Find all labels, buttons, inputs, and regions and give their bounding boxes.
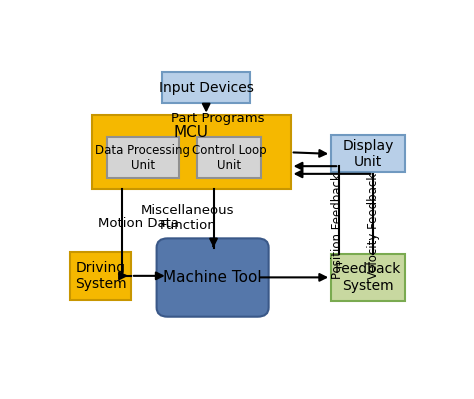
Text: Data Processing
Unit: Data Processing Unit bbox=[95, 144, 191, 172]
FancyBboxPatch shape bbox=[107, 137, 179, 178]
Text: Position Feedback: Position Feedback bbox=[331, 173, 344, 279]
FancyBboxPatch shape bbox=[162, 73, 250, 103]
FancyBboxPatch shape bbox=[331, 254, 405, 301]
Text: MCU: MCU bbox=[174, 124, 209, 140]
Text: Motion Data: Motion Data bbox=[98, 217, 179, 229]
Text: Part Programs: Part Programs bbox=[171, 112, 265, 125]
FancyBboxPatch shape bbox=[331, 135, 405, 172]
Text: Display
Unit: Display Unit bbox=[342, 139, 393, 169]
Text: Velocity Feedback: Velocity Feedback bbox=[367, 173, 380, 279]
Text: Miscellaneous
Function: Miscellaneous Function bbox=[141, 204, 235, 232]
FancyBboxPatch shape bbox=[156, 238, 269, 317]
Text: Machine Tool: Machine Tool bbox=[164, 270, 262, 285]
Text: Driving
System: Driving System bbox=[75, 261, 127, 291]
Text: Control Loop
Unit: Control Loop Unit bbox=[192, 144, 266, 172]
Text: Feedback
System: Feedback System bbox=[335, 263, 401, 292]
FancyBboxPatch shape bbox=[92, 115, 291, 189]
Text: Input Devices: Input Devices bbox=[159, 81, 254, 95]
FancyBboxPatch shape bbox=[197, 137, 261, 178]
FancyBboxPatch shape bbox=[70, 252, 131, 300]
